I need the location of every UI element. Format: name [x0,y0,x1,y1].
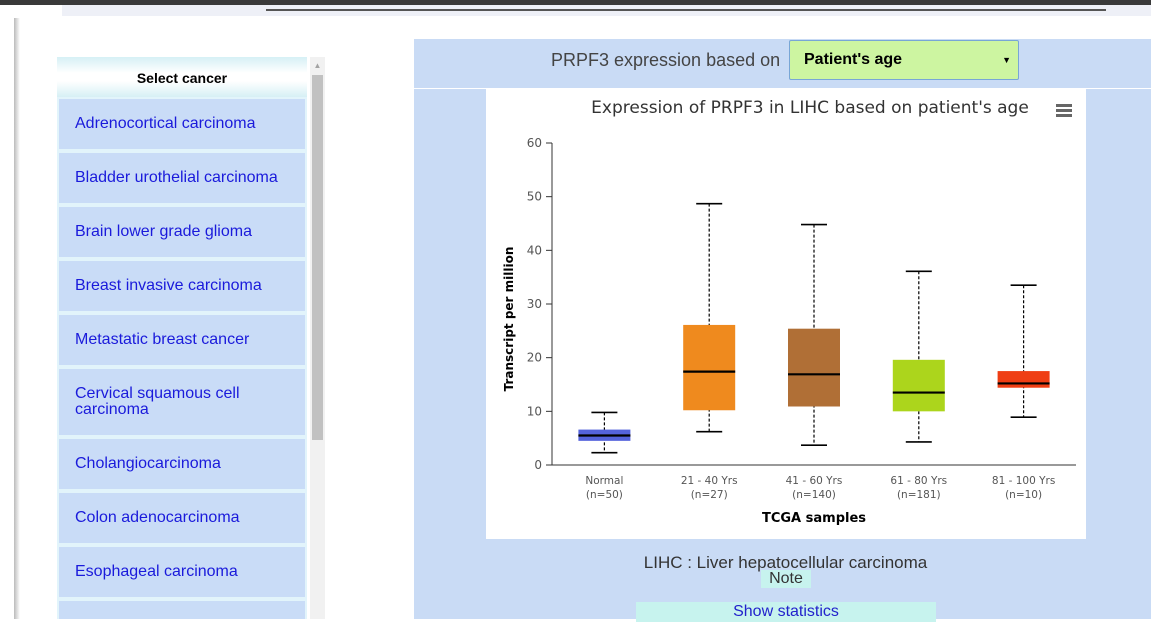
cancer-caption: LIHC : Liver hepatocellular carcinoma [643,553,928,572]
top-border [0,0,1151,5]
cancer-item-colon[interactable]: Colon adenocarcinoma [57,491,307,545]
expression-select[interactable]: Patient's age ▼ [789,40,1019,80]
cancer-item-cholangio[interactable]: Cholangiocarcinoma [57,437,307,491]
x-tick-label: 61 - 80 Yrs [890,475,947,487]
cancer-item-bladder[interactable]: Bladder urothelial carcinoma [57,151,307,205]
box-4 [997,284,1050,419]
sidebar-header: Select cancer [57,57,307,97]
top-divider [266,9,1106,11]
y-tick-label: 50 [527,190,542,204]
scroll-up-arrow-icon[interactable]: ▲ [313,61,322,70]
top-bar [0,0,1151,18]
chart-container: Expression of PRPF3 in LIHC based on pat… [486,89,1086,539]
x-tick-label: 81 - 100 Yrs [992,475,1055,487]
frame-shadow [14,18,20,619]
dropdown-arrow-icon: ▼ [1002,55,1011,65]
x-tick-count: (n=27) [691,489,728,501]
boxplot-chart: Expression of PRPF3 in LIHC based on pat… [502,98,1076,526]
x-tick-count: (n=140) [792,489,836,501]
x-tick-count: (n=10) [1005,489,1042,501]
iqr-box [997,371,1050,388]
boxes [578,202,1050,454]
y-tick-label: 10 [527,404,542,418]
box-1 [683,202,736,433]
cancer-item-cervical[interactable]: Cervical squamous cell carcinoma [57,367,307,437]
scroll-thumb[interactable] [312,75,323,440]
cancer-list: Adrenocortical carcinoma Bladder urothel… [57,97,307,619]
cancer-item-adrenocortical[interactable]: Adrenocortical carcinoma [57,97,307,151]
box-3 [892,270,945,443]
y-tick-label: 60 [527,136,542,150]
y-tick-label: 0 [534,458,542,472]
x-axis-label: TCGA samples [762,511,866,526]
x-tick-count: (n=181) [897,489,941,501]
cancer-item-metastatic-breast[interactable]: Metastatic breast cancer [57,313,307,367]
cancer-sidebar: Select cancer Adrenocortical carcinoma B… [57,57,325,619]
y-tick-label: 20 [527,351,542,365]
iqr-box [892,359,945,412]
show-statistics-button[interactable]: Show statistics [636,602,936,622]
box-2 [788,223,840,446]
chart-title: Expression of PRPF3 in LIHC based on pat… [591,98,1029,118]
expression-label: PRPF3 expression based on [551,50,781,70]
sidebar-scrollbar[interactable]: ▲ [310,57,325,619]
y-tick-label: 30 [527,297,542,311]
main-panel: PRPF3 expression based on Patient's age … [414,39,1151,622]
cancer-item-brain-glioma[interactable]: Brain lower grade glioma [57,205,307,259]
iqr-box [683,324,736,411]
y-tick-label: 40 [527,243,542,257]
cancer-item-next[interactable] [57,599,307,619]
y-axis-label: Transcript per million [502,247,516,392]
x-tick-label: Normal [585,475,623,487]
expression-select-value: Patient's age [804,51,903,68]
box-0 [578,411,631,454]
cancer-item-esophageal[interactable]: Esophageal carcinoma [57,545,307,599]
expression-row: PRPF3 expression based on Patient's age … [414,39,1151,89]
x-tick-label: 41 - 60 Yrs [786,475,843,487]
axes: 0 10 20 30 40 50 60 Normal (n=50) 21 - 40 Yrs (n=2… [527,136,1076,501]
x-tick-count: (n=50) [586,489,623,501]
note-link[interactable]: Note [761,570,811,588]
cancer-item-breast[interactable]: Breast invasive carcinoma [57,259,307,313]
x-tick-label: 21 - 40 Yrs [681,475,738,487]
iqr-box [788,328,840,407]
menu-icon[interactable] [1056,104,1072,117]
